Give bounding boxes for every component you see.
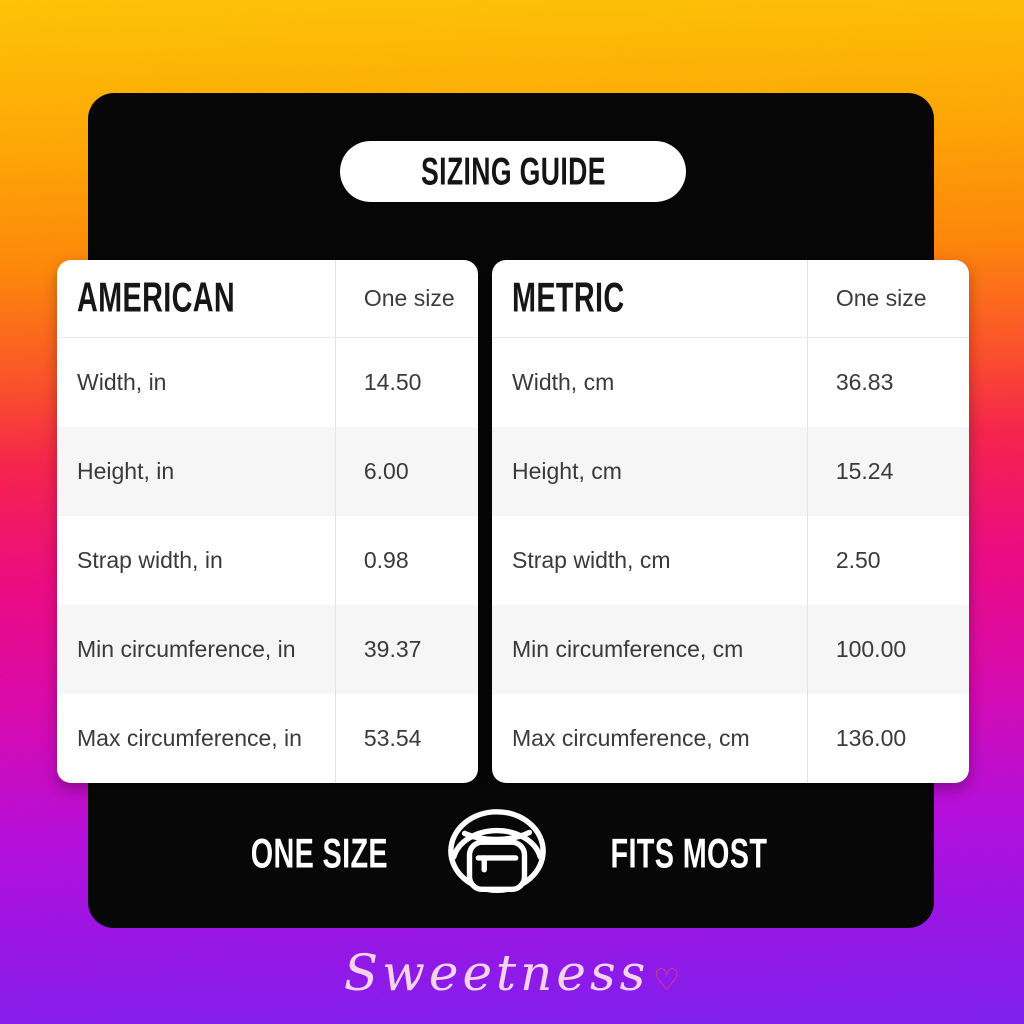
row-value: 2.50 — [806, 516, 969, 605]
row-label: Max circumference, cm — [512, 725, 750, 751]
heart-icon: ♡ — [653, 963, 681, 997]
fits-most-label: FITS MOST — [610, 830, 768, 877]
row-value: 6.00 — [334, 427, 478, 516]
table-header: METRIC One size — [492, 260, 969, 338]
row-label: Min circumference, in — [77, 636, 296, 662]
row-value: 36.83 — [806, 338, 969, 427]
one-size-fits-most-banner: ONE SIZE FITS MOST — [88, 795, 934, 913]
row-label: Height, cm — [512, 458, 622, 484]
row-label: Width, cm — [512, 369, 615, 395]
page-title: SIZING GUIDE — [420, 149, 606, 193]
row-label: Min circumference, cm — [512, 636, 744, 662]
table-row: Height, in 6.00 — [57, 427, 478, 516]
row-label: Width, in — [77, 369, 167, 395]
table-title-american: AMERICAN — [77, 274, 236, 322]
table-row: Min circumference, cm 100.00 — [492, 605, 969, 694]
table-row: Width, cm 36.83 — [492, 338, 969, 427]
table-row: Max circumference, in 53.54 — [57, 694, 478, 783]
brand-signature: Sweetness ♡ — [0, 928, 1024, 1018]
row-label: Height, in — [77, 458, 175, 484]
row-value: 15.24 — [806, 427, 969, 516]
table-row: Strap width, cm 2.50 — [492, 516, 969, 605]
row-value: 39.37 — [334, 605, 478, 694]
column-header-one-size: One size — [806, 260, 969, 337]
row-label: Max circumference, in — [77, 725, 302, 751]
table-row: Min circumference, in 39.37 — [57, 605, 478, 694]
one-size-label: ONE SIZE — [250, 830, 388, 877]
row-value: 0.98 — [334, 516, 478, 605]
title-pill: SIZING GUIDE — [340, 141, 686, 202]
brand-name: Sweetness — [343, 944, 650, 1002]
row-label: Strap width, cm — [512, 547, 671, 573]
table-row: Strap width, in 0.98 — [57, 516, 478, 605]
row-value: 136.00 — [806, 694, 969, 783]
table-row: Height, cm 15.24 — [492, 427, 969, 516]
metric-size-table: METRIC One size Width, cm 36.83 Height, … — [492, 260, 969, 783]
table-row: Width, in 14.50 — [57, 338, 478, 427]
row-label: Strap width, in — [77, 547, 223, 573]
row-value: 14.50 — [334, 338, 478, 427]
column-header-one-size: One size — [334, 260, 478, 337]
table-row: Max circumference, cm 136.00 — [492, 694, 969, 783]
row-value: 100.00 — [806, 605, 969, 694]
table-header: AMERICAN One size — [57, 260, 478, 338]
row-value: 53.54 — [334, 694, 478, 783]
fanny-pack-icon — [448, 809, 547, 894]
table-title-metric: METRIC — [512, 274, 625, 322]
american-size-table: AMERICAN One size Width, in 14.50 Height… — [57, 260, 478, 783]
